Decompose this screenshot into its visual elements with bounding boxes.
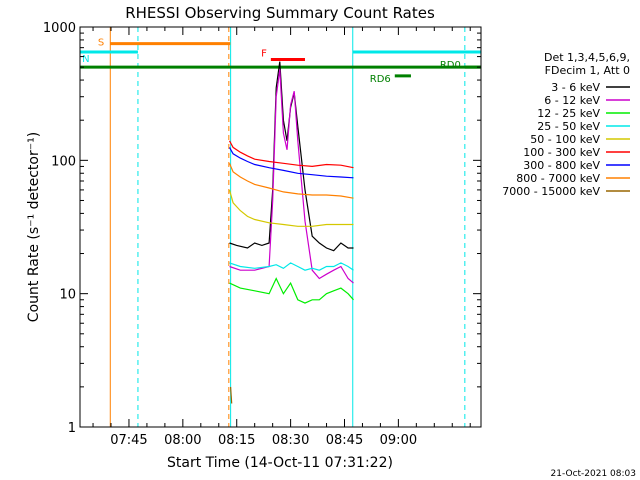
legend-entry-label-6: 300 - 800 keV (523, 159, 600, 172)
state-bar-label-5: RD0 (440, 60, 461, 71)
chart-title: RHESSI Observing Summary Count Rates (125, 4, 435, 22)
y-tick-label-1: 10 (59, 288, 76, 303)
plot-frame (79, 26, 482, 428)
footer-date: 21-Oct-2021 08:03 (551, 469, 636, 479)
legend-entry-label-7: 800 - 7000 keV (516, 172, 600, 185)
legend: Det 1,3,4,5,6,9,FDecim 1, Att 0 3 - 6 keV… (502, 51, 630, 198)
y-axis-label: Count Rate (s⁻¹ detector⁻¹) (26, 132, 42, 322)
plot-area: SN F RD0 RD6 (80, 27, 481, 427)
state-bar-label-1: N (82, 54, 89, 65)
axes: 1 10 100 1000 07:45 08:00 08:15 08:30 08:45 09:00 (43, 21, 481, 448)
legend-header-1: FDecim 1, Att 0 (545, 64, 630, 77)
x-tick-label-4: 08:45 (326, 433, 363, 448)
y-tick-label-3: 1000 (43, 21, 76, 36)
legend-entry-label-1: 6 - 12 keV (544, 94, 600, 107)
series-line-6 (228, 147, 354, 179)
legend-entry-label-8: 7000 - 15000 keV (502, 185, 600, 198)
y-tick-label-2: 100 (51, 154, 76, 169)
y-tick-label-0: 1 (68, 421, 76, 436)
state-bar-label-0: S (98, 38, 104, 49)
legend-entry-label-0: 3 - 6 keV (551, 81, 600, 94)
x-axis-label: Start Time (14-Oct-11 07:31:22) (167, 455, 393, 471)
series-line-1 (229, 69, 354, 284)
x-tick-label-3: 08:30 (272, 433, 309, 448)
x-tick-label-0: 07:45 (110, 433, 147, 448)
series-line-7 (228, 163, 354, 199)
x-tick-label-2: 08:15 (218, 433, 255, 448)
series-line-4 (228, 189, 354, 227)
series-line-3 (229, 262, 354, 271)
legend-entry-label-2: 12 - 25 keV (537, 107, 600, 120)
state-bar-label-4: F (261, 49, 267, 60)
series-line-8 (230, 386, 233, 404)
legend-entry-label-4: 50 - 100 keV (530, 133, 600, 146)
series-line-2 (229, 277, 354, 304)
series-line-5 (228, 140, 354, 169)
state-bar-label-6: RD6 (370, 74, 391, 85)
legend-entry-label-5: 100 - 300 keV (523, 146, 600, 159)
x-tick-label-1: 08:00 (164, 433, 201, 448)
x-tick-label-5: 09:00 (380, 433, 417, 448)
legend-header-0: Det 1,3,4,5,6,9, (544, 51, 630, 64)
legend-entry-label-3: 25 - 50 keV (537, 120, 600, 133)
